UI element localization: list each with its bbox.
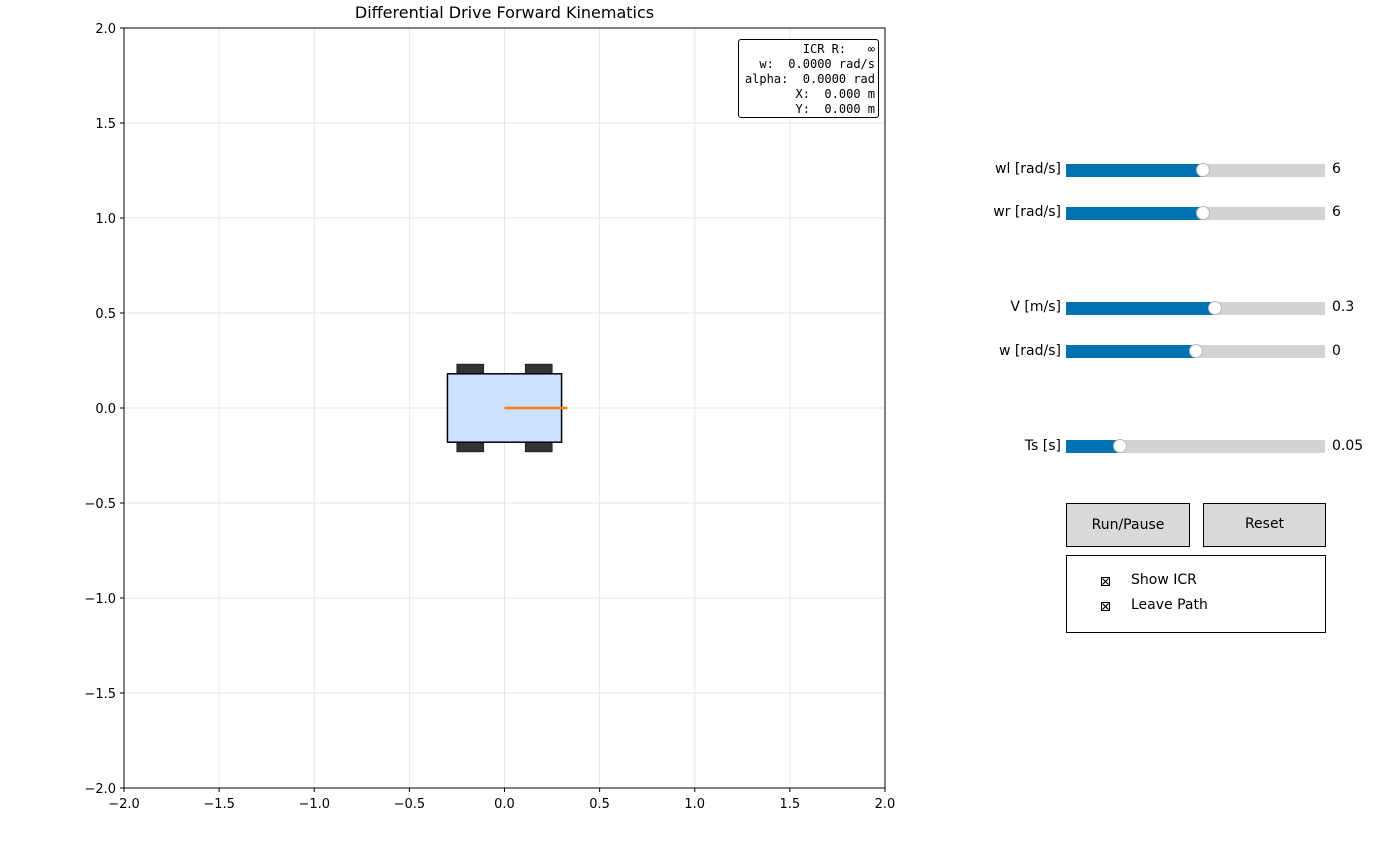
slider-value-v: 0.3 (1332, 299, 1355, 315)
slider-label-v: V [m/s] (1010, 299, 1061, 315)
info-w: w: 0.0000 rad/s (759, 57, 875, 71)
x-tick-label: 0.5 (589, 797, 610, 812)
checkbox-label-show-icr: Show ICR (1131, 572, 1197, 588)
x-tick-label: 1.0 (684, 797, 705, 812)
run-pause-button[interactable]: Run/Pause (1066, 503, 1190, 547)
slider-handle[interactable] (1207, 301, 1222, 315)
slider-label-ts: Ts [s] (1024, 438, 1061, 454)
y-tick-label: −1.5 (84, 687, 116, 702)
slider-label-wr: wr [rad/s] (993, 204, 1061, 220)
y-tick-label: 1.0 (95, 212, 116, 227)
slider-value-wr: 6 (1332, 204, 1341, 220)
info-alpha: alpha: 0.0000 rad (744, 72, 875, 86)
slider-fill (1066, 440, 1121, 453)
slider-v[interactable] (1066, 301, 1325, 315)
slider-label-w: w [rad/s] (998, 343, 1061, 359)
x-tick-label: −1.5 (203, 797, 235, 812)
slider-wr[interactable] (1066, 206, 1325, 220)
info-x: X: 0.000 m (795, 87, 875, 101)
x-tick-label: 0.0 (494, 797, 515, 812)
info-y: Y: 0.000 m (795, 102, 875, 116)
x-tick-label: −2.0 (108, 797, 140, 812)
slider-fill (1066, 345, 1196, 358)
y-tick-label: 1.5 (95, 117, 116, 132)
robot-wheel (456, 363, 485, 375)
options-panel: Show ICR Leave Path (1066, 555, 1326, 633)
kinematics-plot: −2.0 −1.5 −1.0 −0.5 0.0 0.5 1.0 1.5 2.0 2.0 1.5 1.0… (84, 22, 896, 812)
x-tick-label: 2.0 (875, 797, 896, 812)
x-tick-label: 1.5 (780, 797, 801, 812)
x-tick-label: −1.0 (298, 797, 330, 812)
info-box: ICR R: ∞ w: 0.0000 rad/s alpha: 0.0000 rad… (738, 39, 879, 118)
plot-title: Differential Drive Forward Kinematics (354, 3, 655, 22)
checkbox-checked-icon[interactable] (1101, 577, 1110, 586)
slider-label-wl: wl [rad/s] (995, 161, 1061, 177)
checkbox-checked-icon[interactable] (1101, 602, 1110, 611)
slider-fill (1066, 207, 1204, 220)
slider-fill (1066, 164, 1204, 177)
info-icr: ICR R: ∞ (802, 42, 875, 56)
slider-w[interactable] (1066, 344, 1325, 358)
y-tick-label: −1.0 (84, 592, 116, 607)
slider-handle[interactable] (1188, 344, 1203, 358)
y-tick-label: −2.0 (84, 782, 116, 797)
plot-frame (123, 27, 886, 789)
checkbox-show-icr[interactable]: Show ICR (1067, 572, 1325, 590)
slider-fill (1066, 302, 1215, 315)
slider-wl[interactable] (1066, 163, 1325, 177)
robot-wheel (456, 441, 485, 453)
slider-ts[interactable] (1066, 439, 1325, 453)
slider-handle[interactable] (1196, 163, 1211, 177)
x-tick-label: −0.5 (394, 797, 426, 812)
checkbox-label-leave-path: Leave Path (1131, 597, 1208, 613)
y-tick-label: 2.0 (95, 22, 116, 37)
robot-wheel (524, 441, 553, 453)
slider-handle[interactable] (1196, 206, 1211, 220)
checkbox-leave-path[interactable]: Leave Path (1067, 597, 1325, 615)
y-tick-label: −0.5 (84, 497, 116, 512)
y-tick-label: 0.0 (95, 402, 116, 417)
reset-button[interactable]: Reset (1203, 503, 1326, 547)
slider-value-w: 0 (1332, 343, 1341, 359)
slider-value-wl: 6 (1332, 161, 1341, 177)
slider-value-ts: 0.05 (1332, 438, 1364, 454)
y-tick-label: 0.5 (95, 307, 116, 322)
slider-handle[interactable] (1113, 439, 1128, 453)
robot-wheel (524, 363, 553, 375)
